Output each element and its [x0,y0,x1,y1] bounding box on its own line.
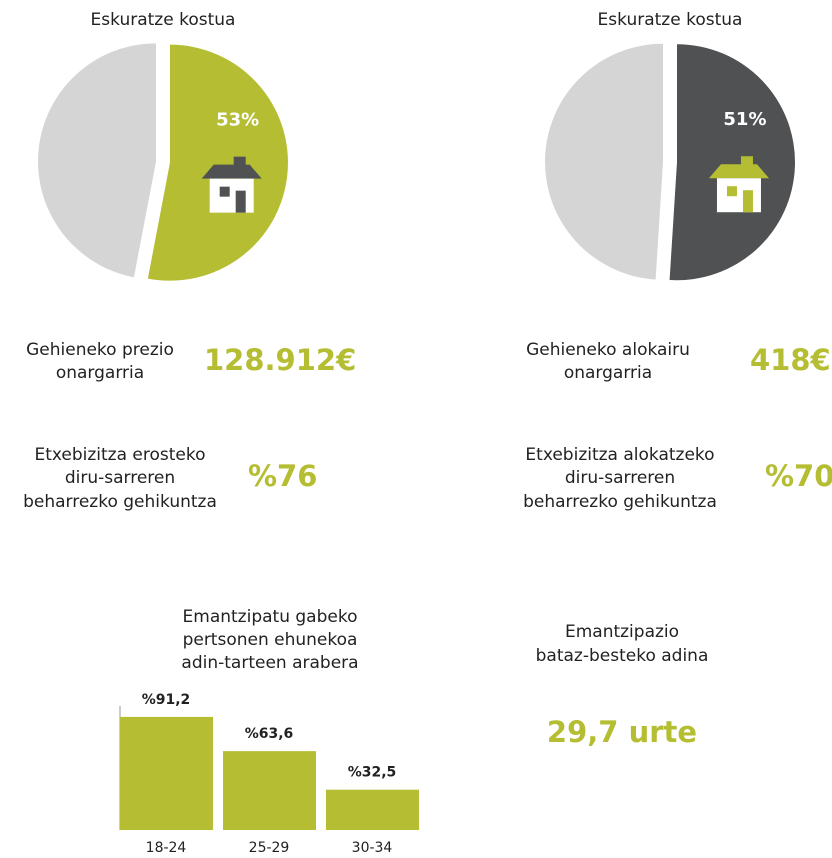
window [726,186,737,197]
bar-title: pertsonen ehunekoa [183,630,358,650]
window [219,186,230,197]
stat-value: 128.912€ [204,343,356,377]
stat-label: beharrezko gehikuntza [23,492,217,512]
roof [201,164,262,179]
x-tick-label: 25-29 [249,840,290,856]
stat-value: %70 [765,459,832,493]
roof [708,164,769,179]
pie-slice [545,43,664,280]
pie-title: Eskuratze kostua [598,10,743,30]
bar-value-label: %91,2 [142,692,191,708]
age-label: bataz-besteko adina [536,646,709,666]
wall [209,178,254,213]
x-tick-label: 30-34 [352,840,393,856]
stat-label: onargarria [564,363,652,383]
x-tick-label: 18-24 [146,840,187,856]
bar-title: adin-tarteen arabera [181,653,358,673]
bar [120,716,213,830]
house-icon [708,156,769,213]
door [235,190,246,213]
stat-label: beharrezko gehikuntza [523,492,717,512]
pie-title: Eskuratze kostua [91,10,236,30]
bar-title: Emantzipatu gabeko [183,607,358,627]
stat-label: Gehieneko alokairu [526,340,690,360]
stat-label: diru-sarreren [565,468,675,488]
bar [223,751,316,830]
stat-label: onargarria [56,363,144,383]
pie-slice [669,44,795,281]
pie-value-label: 51% [723,109,766,130]
stat-value: %76 [248,459,317,493]
door [742,190,753,213]
pie-slice [147,44,288,281]
stat-label: diru-sarreren [65,468,175,488]
age-label: Emantzipazio [565,622,679,642]
stat-label: Gehieneko prezio [26,340,174,360]
bar-value-label: %63,6 [245,726,294,742]
bar [326,789,419,830]
bar-value-label: %32,5 [348,765,397,781]
stat-label: Etxebizitza alokatzeko [525,445,714,465]
pie-slice [38,43,157,278]
pie-value-label: 53% [216,110,259,131]
stat-label: Etxebizitza erosteko [34,445,205,465]
stat-value: 418€ [750,343,831,377]
age-value: 29,7 urte [547,715,697,749]
house-icon [201,156,262,213]
wall [716,178,761,213]
